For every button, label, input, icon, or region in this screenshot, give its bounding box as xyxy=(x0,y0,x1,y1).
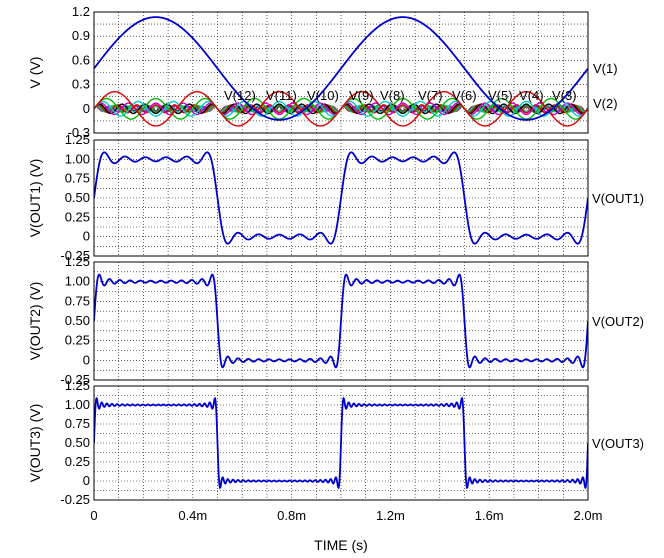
y-tick-label: -0.3 xyxy=(68,125,90,140)
y-tick-label: 0.75 xyxy=(65,416,90,431)
series-line-vout1 xyxy=(94,151,588,245)
x-tick-label: 1.6m xyxy=(475,508,504,523)
inline-trace-label: V(3) xyxy=(552,88,577,103)
trace-label: V(OUT3) xyxy=(592,436,644,451)
series-line-v2 xyxy=(94,90,588,127)
y-tick-label: 1.00 xyxy=(65,151,90,166)
y-tick-label: 1.25 xyxy=(65,132,90,147)
x-axis-label: TIME (s) xyxy=(314,537,368,553)
y-tick-label: 0 xyxy=(83,352,90,367)
inline-trace-label: V(5) xyxy=(488,88,513,103)
y-tick-label: 1.00 xyxy=(65,274,90,289)
series-line-vout2 xyxy=(94,273,588,369)
inline-trace-label: V(8) xyxy=(380,88,405,103)
inline-trace-label: V(11) xyxy=(266,88,297,103)
y-tick-label: 1.2 xyxy=(72,4,90,19)
y-tick-label: 0.75 xyxy=(65,293,90,308)
y-axis-label: V(OUT2) (V) xyxy=(27,282,43,361)
series-line-vout3 xyxy=(94,396,588,490)
panel-1: -0.3 0 0.3 0.6 0.9 1.2 V (V) V(1) V(2) V(12) V(11)… xyxy=(27,4,618,140)
plot-frame xyxy=(93,11,589,134)
y-tick-label: 0.6 xyxy=(72,52,90,67)
y-tick-label: 0.25 xyxy=(65,209,90,224)
y-axis-label: V(OUT3) (V) xyxy=(27,404,43,483)
trace-label: V(OUT1) xyxy=(592,191,644,206)
x-tick-label: 2.0m xyxy=(574,508,603,523)
y-tick-label: -0.25 xyxy=(60,492,90,507)
panel-4: -0.25 0 0.25 0.50 0.75 1.00 1.25 V(OUT3) (V) V(O… xyxy=(27,378,644,507)
inline-trace-label: V(6) xyxy=(452,88,477,103)
plot-frame xyxy=(93,261,589,381)
y-tick-label: 0.50 xyxy=(65,190,90,205)
x-axis-tick-labels: 0 0.4m 0.8m 1.2m 1.6m 2.0m xyxy=(90,508,602,523)
y-tick-label: 0.25 xyxy=(65,333,90,348)
panel-3: -0.25 0 0.25 0.50 0.75 1.00 1.25 V(OUT2) (V) V(O… xyxy=(27,254,644,387)
chart-panels: -0.3 0 0.3 0.6 0.9 1.2 V (V) V(1) V(2) V(12) V(11)… xyxy=(27,4,644,507)
y-tick-label: 0.75 xyxy=(65,171,90,186)
y-tick-label: 0.50 xyxy=(65,435,90,450)
y-tick-label: 1.00 xyxy=(65,397,90,412)
y-tick-label: -0.25 xyxy=(60,248,90,263)
trace-label: V(2) xyxy=(593,96,618,111)
inline-trace-label: V(7) xyxy=(418,88,443,103)
trace-label: V(OUT2) xyxy=(592,314,644,329)
y-tick-label: -0.25 xyxy=(60,372,90,387)
inline-trace-label: V(12) xyxy=(224,88,256,103)
inline-trace-label: V(9) xyxy=(349,88,374,103)
x-tick-label: 1.2m xyxy=(376,508,405,523)
y-tick-label: 0.9 xyxy=(72,28,90,43)
y-tick-label: 0 xyxy=(83,473,90,488)
trace-label: V(1) xyxy=(593,61,618,76)
y-tick-label: 1.25 xyxy=(65,378,90,393)
plot-frame xyxy=(93,385,589,501)
panel-2: -0.25 0 0.25 0.50 0.75 1.00 1.25 V(OUT1) (V) V(O… xyxy=(27,132,644,263)
y-tick-label: 0.25 xyxy=(65,454,90,469)
x-tick-label: 0.4m xyxy=(178,508,207,523)
x-tick-label: 0.8m xyxy=(277,508,306,523)
y-tick-label: 1.25 xyxy=(65,254,90,269)
y-axis-label: V(OUT1) (V) xyxy=(27,159,43,238)
x-tick-label: 0 xyxy=(90,508,97,523)
y-tick-label: 0.50 xyxy=(65,313,90,328)
plot-frame xyxy=(93,139,589,257)
inline-trace-label: V(10) xyxy=(307,88,339,103)
y-axis-label: V (V) xyxy=(27,57,43,89)
y-tick-label: 0.3 xyxy=(72,77,90,92)
y-tick-label: 0 xyxy=(83,229,90,244)
y-tick-label: 0 xyxy=(83,101,90,116)
series-line-v1 xyxy=(94,16,588,121)
inline-trace-label: V(4) xyxy=(519,88,544,103)
